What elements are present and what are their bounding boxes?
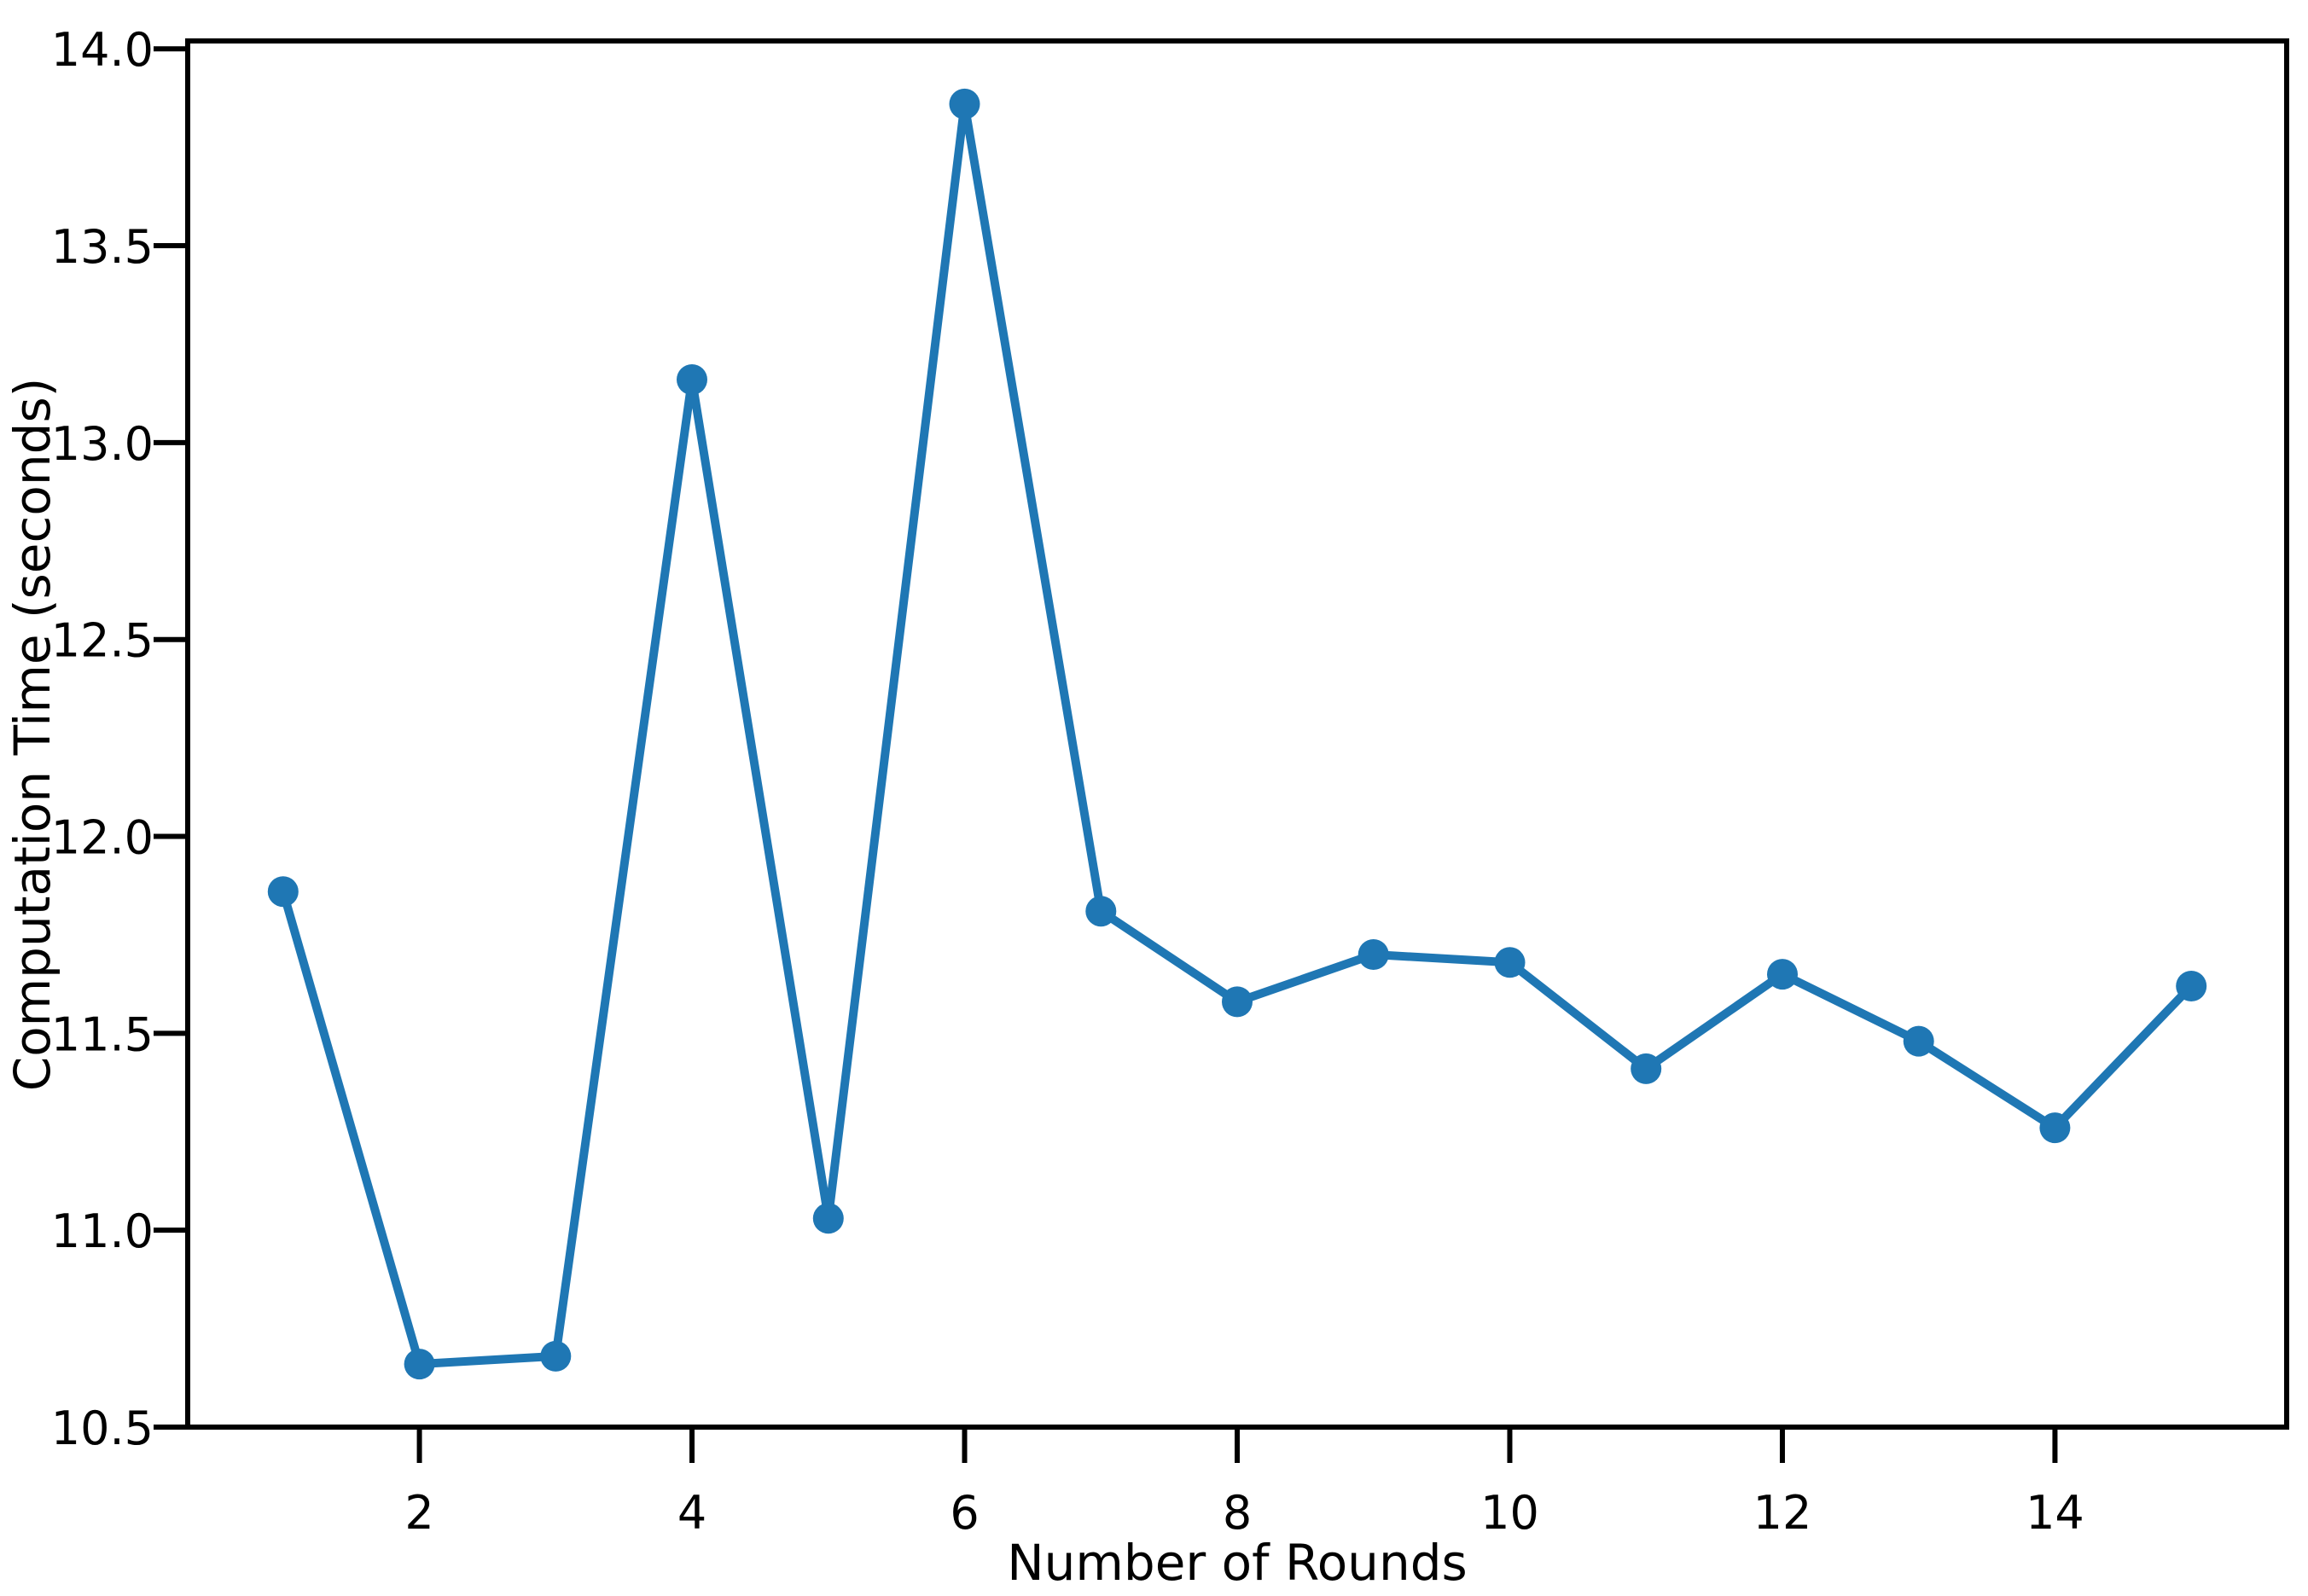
y-tick-label: 13.5	[51, 220, 154, 274]
y-tick-label: 11.5	[51, 1007, 154, 1061]
y-axis-title: Computation Time (seconds)	[3, 378, 61, 1092]
y-tick-label: 14.0	[51, 23, 154, 77]
data-point-marker	[2039, 1112, 2071, 1144]
data-point-marker	[1903, 1025, 1934, 1057]
x-axis-title: Number of Rounds	[1007, 1534, 1468, 1592]
x-tick-label: 12	[1753, 1486, 1812, 1540]
plot-border	[185, 38, 2289, 1430]
x-tick-label: 10	[1480, 1486, 1539, 1540]
data-line	[278, 99, 2196, 1369]
x-tick-label: 14	[2026, 1486, 2084, 1540]
x-tick-label: 8	[1223, 1486, 1252, 1540]
data-point-marker	[540, 1340, 572, 1372]
data-point-marker	[1494, 947, 1526, 978]
x-tick-label: 2	[404, 1486, 433, 1540]
data-point-marker	[2176, 971, 2207, 1001]
data-point-marker	[1631, 1053, 1662, 1084]
y-tick-label: 12.5	[51, 614, 154, 668]
data-point-marker	[404, 1349, 435, 1380]
data-point-marker	[1222, 986, 1253, 1018]
data-point-marker	[267, 876, 299, 908]
y-tick-label: 10.5	[51, 1402, 154, 1455]
y-tick-label: 11.0	[51, 1204, 154, 1258]
data-point-marker	[1357, 939, 1389, 970]
data-point-marker	[812, 1203, 844, 1234]
data-point-marker	[1767, 959, 1798, 990]
data-point-marker	[949, 88, 980, 119]
data-point-marker	[1085, 896, 1117, 927]
data-point-marker	[677, 364, 707, 395]
y-tick-label: 13.0	[51, 417, 154, 471]
x-tick-label: 4	[677, 1486, 706, 1540]
y-tick-label: 12.0	[51, 811, 154, 865]
x-tick-label: 6	[950, 1486, 979, 1540]
